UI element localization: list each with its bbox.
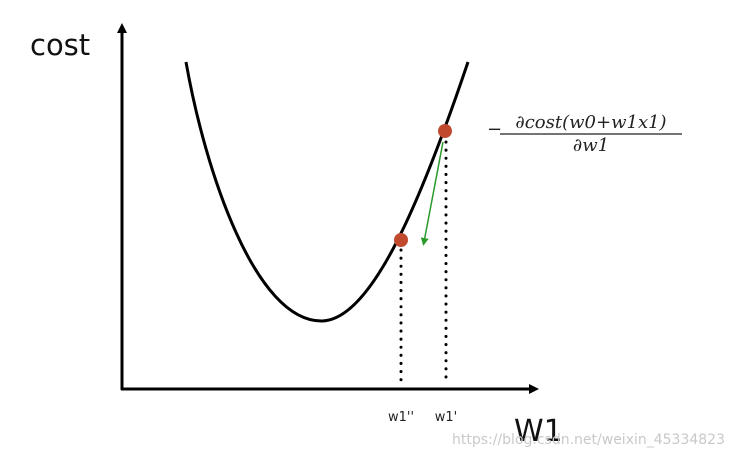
point-w1-new bbox=[394, 233, 408, 247]
x-axis-title: W1 bbox=[514, 414, 563, 449]
tick-label-w1-new: w1'' bbox=[388, 410, 414, 425]
watermark-text: https://blog.csdn.net/weixin_45334823 bbox=[452, 432, 725, 448]
formula-denominator: ∂w1 bbox=[573, 135, 609, 156]
formula-numerator: ∂cost(w0+w1x1) bbox=[515, 112, 666, 133]
gradient-formula: − ∂cost(w0+w1x1) ∂w1 bbox=[487, 112, 682, 156]
y-axis-title: cost bbox=[30, 28, 90, 62]
gradient-step-arrow bbox=[420, 141, 444, 246]
point-w1-old bbox=[438, 124, 452, 138]
tick-label-w1-old: w1' bbox=[435, 410, 457, 425]
cost-curve bbox=[184, 61, 470, 323]
formula-sign: − bbox=[487, 119, 502, 140]
